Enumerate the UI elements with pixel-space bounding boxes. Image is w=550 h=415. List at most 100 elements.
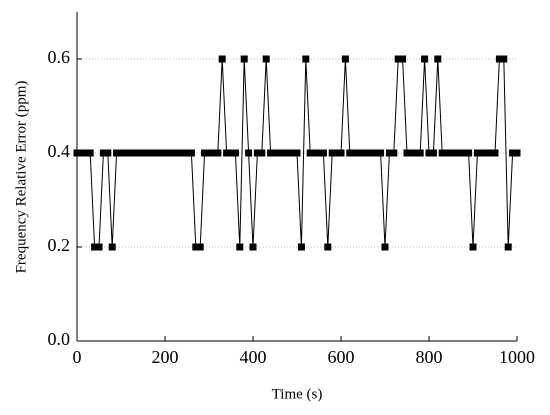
marker	[174, 149, 182, 157]
marker	[425, 149, 433, 157]
x-tick-label: 800	[416, 347, 443, 367]
marker	[139, 149, 147, 157]
marker	[447, 149, 455, 157]
marker	[324, 243, 332, 251]
y-tick-label: 0.2	[48, 235, 71, 255]
marker	[267, 149, 275, 157]
marker	[495, 55, 503, 63]
marker	[311, 149, 319, 157]
x-axis-label: Time (s)	[272, 386, 323, 402]
marker	[491, 149, 499, 157]
marker	[161, 149, 169, 157]
x-tick-label: 600	[328, 347, 355, 367]
marker	[412, 149, 420, 157]
marker	[170, 149, 178, 157]
x-tick-label: 200	[152, 347, 179, 367]
marker	[245, 149, 253, 157]
marker	[359, 149, 367, 157]
marker	[258, 149, 266, 157]
marker	[95, 243, 103, 251]
marker	[407, 149, 415, 157]
marker	[275, 149, 283, 157]
marker	[482, 149, 490, 157]
marker	[421, 55, 429, 63]
marker	[152, 149, 160, 157]
marker	[465, 149, 473, 157]
marker	[451, 149, 459, 157]
marker	[271, 149, 279, 157]
marker	[500, 55, 508, 63]
marker	[394, 55, 402, 63]
marker	[368, 149, 376, 157]
marker	[513, 149, 521, 157]
marker	[434, 55, 442, 63]
marker	[385, 149, 393, 157]
marker	[346, 149, 354, 157]
marker	[280, 149, 288, 157]
marker	[306, 149, 314, 157]
marker	[390, 149, 398, 157]
marker	[253, 149, 261, 157]
marker	[350, 149, 358, 157]
marker	[121, 149, 129, 157]
marker	[218, 55, 226, 63]
marker	[284, 149, 292, 157]
marker	[135, 149, 143, 157]
x-tick-label: 400	[240, 347, 267, 367]
marker	[82, 149, 90, 157]
marker	[130, 149, 138, 157]
marker	[293, 149, 301, 157]
marker	[328, 149, 336, 157]
marker	[289, 149, 297, 157]
y-tick-label: 0.6	[48, 47, 71, 67]
marker	[104, 149, 112, 157]
marker	[297, 243, 305, 251]
marker	[231, 149, 239, 157]
marker	[227, 149, 235, 157]
marker	[108, 243, 116, 251]
marker	[183, 149, 191, 157]
marker	[363, 149, 371, 157]
marker	[443, 149, 451, 157]
marker	[240, 55, 248, 63]
marker	[214, 149, 222, 157]
marker	[126, 149, 134, 157]
marker	[341, 55, 349, 63]
marker	[487, 149, 495, 157]
marker	[262, 55, 270, 63]
marker	[429, 149, 437, 157]
marker	[399, 55, 407, 63]
marker	[355, 149, 363, 157]
marker	[315, 149, 323, 157]
marker	[165, 149, 173, 157]
marker	[337, 149, 345, 157]
marker	[456, 149, 464, 157]
y-axis-label: Frequency Relative Error (ppm)	[13, 81, 29, 274]
marker	[478, 149, 486, 157]
marker	[381, 243, 389, 251]
marker	[99, 149, 107, 157]
marker	[377, 149, 385, 157]
x-tick-label: 1000	[499, 347, 535, 367]
marker	[469, 243, 477, 251]
marker	[157, 149, 165, 157]
marker	[148, 149, 156, 157]
marker	[438, 149, 446, 157]
marker	[77, 149, 85, 157]
marker	[179, 149, 187, 157]
marker	[319, 149, 327, 157]
marker	[201, 149, 209, 157]
marker	[403, 149, 411, 157]
marker	[509, 149, 517, 157]
marker	[205, 149, 213, 157]
marker	[187, 149, 195, 157]
marker	[302, 55, 310, 63]
y-tick-label: 0.4	[48, 141, 71, 161]
marker	[73, 149, 81, 157]
marker	[504, 243, 512, 251]
marker	[192, 243, 200, 251]
marker	[236, 243, 244, 251]
marker	[143, 149, 151, 157]
